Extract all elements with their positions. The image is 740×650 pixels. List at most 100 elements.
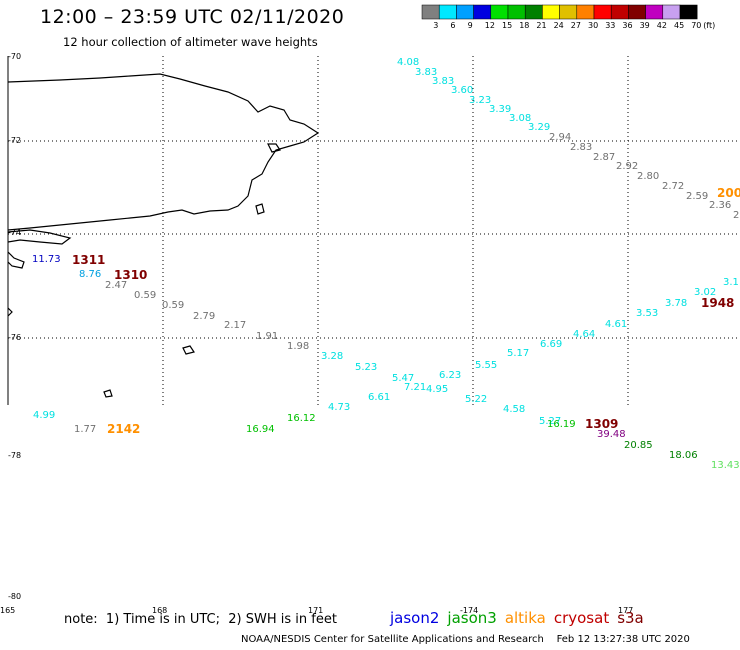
wave-height-label: 16.94 <box>246 424 275 435</box>
color-scale-swatch <box>662 4 681 20</box>
wave-height-label: 1309 <box>585 417 619 431</box>
lat-label: -70 <box>8 52 22 61</box>
color-scale-swatch <box>628 4 646 20</box>
wave-height-label: 5.22 <box>465 394 488 405</box>
wave-height-label: 13.43 <box>711 460 740 471</box>
wave-height-label: 3.83 <box>415 67 438 78</box>
wave-height-label: 2 <box>733 210 740 221</box>
color-scale-label: 21 <box>536 21 547 30</box>
map-subtitle: 12 hour collection of altimeter wave hei… <box>63 35 318 49</box>
wave-height-label: 2.83 <box>570 142 593 153</box>
wave-height-label: 5.23 <box>355 362 378 373</box>
color-scale-label: 36 <box>622 21 633 30</box>
wave-height-label: 6.61 <box>368 392 391 403</box>
wave-height-label: 200 <box>717 186 740 200</box>
wave-height-label: 4.08 <box>397 57 420 68</box>
color-scale-label: 24 <box>553 21 564 30</box>
wave-height-label: 39.48 <box>597 429 626 440</box>
wave-height-label: 2142 <box>107 422 141 436</box>
wave-height-label: 4.64 <box>573 329 596 340</box>
wave-height-label: 18.06 <box>669 450 698 461</box>
wave-height-label: 1948 <box>701 296 735 310</box>
satellite-legend-item: jason3 <box>447 609 497 627</box>
wave-height-label: 8.76 <box>79 269 102 280</box>
color-scale-label: 42 <box>656 21 667 30</box>
color-scale-label: 18 <box>519 21 530 30</box>
color-scale-swatch <box>507 4 526 20</box>
wave-height-label: 11.73 <box>32 254 61 265</box>
color-scale-label: 12 <box>484 21 495 30</box>
wave-height-label: 6.23 <box>439 370 462 381</box>
color-scale-swatch <box>524 4 543 20</box>
wave-height-label: 0.59 <box>162 300 185 311</box>
wave-height-label: 3.02 <box>694 287 717 298</box>
coastline <box>7 73 320 398</box>
wave-height-label: 3.08 <box>509 113 532 124</box>
wave-height-label: 3.1 <box>723 277 739 288</box>
wave-height-label: 2.79 <box>193 311 216 322</box>
wave-height-label: 5.17 <box>507 348 530 359</box>
color-scale-unit: (ft) <box>703 21 716 30</box>
wave-height-label: 2.47 <box>105 280 128 291</box>
color-scale-swatch <box>473 4 492 20</box>
wave-height-label: 3.39 <box>489 104 512 115</box>
wave-height-label: 4.58 <box>503 404 526 415</box>
wave-height-label: 16.12 <box>287 413 316 424</box>
color-scale-swatch <box>490 4 509 20</box>
wave-height-label: 6.69 <box>540 339 563 350</box>
color-scale-label: 9 <box>467 21 473 30</box>
color-scale-label: 30 <box>588 21 599 30</box>
lon-label: -174 <box>460 606 479 615</box>
lat-label: -80 <box>8 592 22 601</box>
satellite-legend-item: cryosat <box>553 609 610 627</box>
color-scale <box>421 4 698 20</box>
wave-height-label: 2.36 <box>709 200 732 211</box>
wave-height-label: 4.61 <box>605 319 628 330</box>
satellite-legend: jason2 jason3 altika cryosat s3a <box>390 609 652 627</box>
lat-label: -74 <box>8 228 22 237</box>
color-scale-label: 33 <box>605 21 616 30</box>
color-scale-swatch <box>542 4 560 20</box>
lon-label: 168 <box>152 606 168 615</box>
wave-height-label: 20.85 <box>624 440 653 451</box>
lon-label: 177 <box>618 606 634 615</box>
wave-height-label: 1.91 <box>256 331 279 342</box>
wave-height-label: 3.29 <box>528 122 551 133</box>
color-scale-swatch <box>421 4 440 20</box>
wave-height-label: 2.72 <box>662 181 685 192</box>
color-scale-swatch <box>576 4 595 20</box>
wave-height-label: 2.94 <box>549 132 572 143</box>
wave-height-label: 4.95 <box>426 384 449 395</box>
color-scale-swatch <box>456 4 474 20</box>
lon-label: 165 <box>0 606 16 615</box>
color-scale-label: 27 <box>570 21 581 30</box>
wave-height-label: 2.59 <box>686 191 709 202</box>
color-scale-label: 70 <box>691 21 702 30</box>
wave-height-label: 4.73 <box>328 402 351 413</box>
color-scale-label: 15 <box>502 21 513 30</box>
color-scale-swatch <box>645 4 664 20</box>
wave-height-label: 4.99 <box>33 410 56 421</box>
color-scale-label: 45 <box>674 21 685 30</box>
wave-height-label: 3.83 <box>432 76 455 87</box>
wave-height-label: 2.92 <box>616 161 639 172</box>
footer-note: note: 1) Time is in UTC; 2) SWH is in fe… <box>64 612 337 627</box>
color-scale-swatch <box>559 4 578 20</box>
wave-height-label: 2.17 <box>224 320 247 331</box>
map-title: 12:00 – 23:59 UTC 02/11/2020 <box>40 6 345 28</box>
wave-height-label: 5.55 <box>475 360 498 371</box>
wave-height-label: 3.53 <box>636 308 659 319</box>
wave-height-label: 1311 <box>72 253 106 267</box>
wave-height-label: 3.28 <box>321 351 344 362</box>
wave-height-label: 3.78 <box>665 298 688 309</box>
wave-height-label: 7.21 <box>404 382 427 393</box>
lat-label: -78 <box>8 451 22 460</box>
wave-height-label: 3.23 <box>469 95 492 106</box>
color-scale-swatch <box>610 4 629 20</box>
color-scale-swatch <box>593 4 612 20</box>
wave-height-label: 5.47 <box>392 373 415 384</box>
lat-label: -72 <box>8 136 22 145</box>
color-scale-swatch <box>438 4 457 20</box>
color-scale-swatches <box>421 4 698 20</box>
